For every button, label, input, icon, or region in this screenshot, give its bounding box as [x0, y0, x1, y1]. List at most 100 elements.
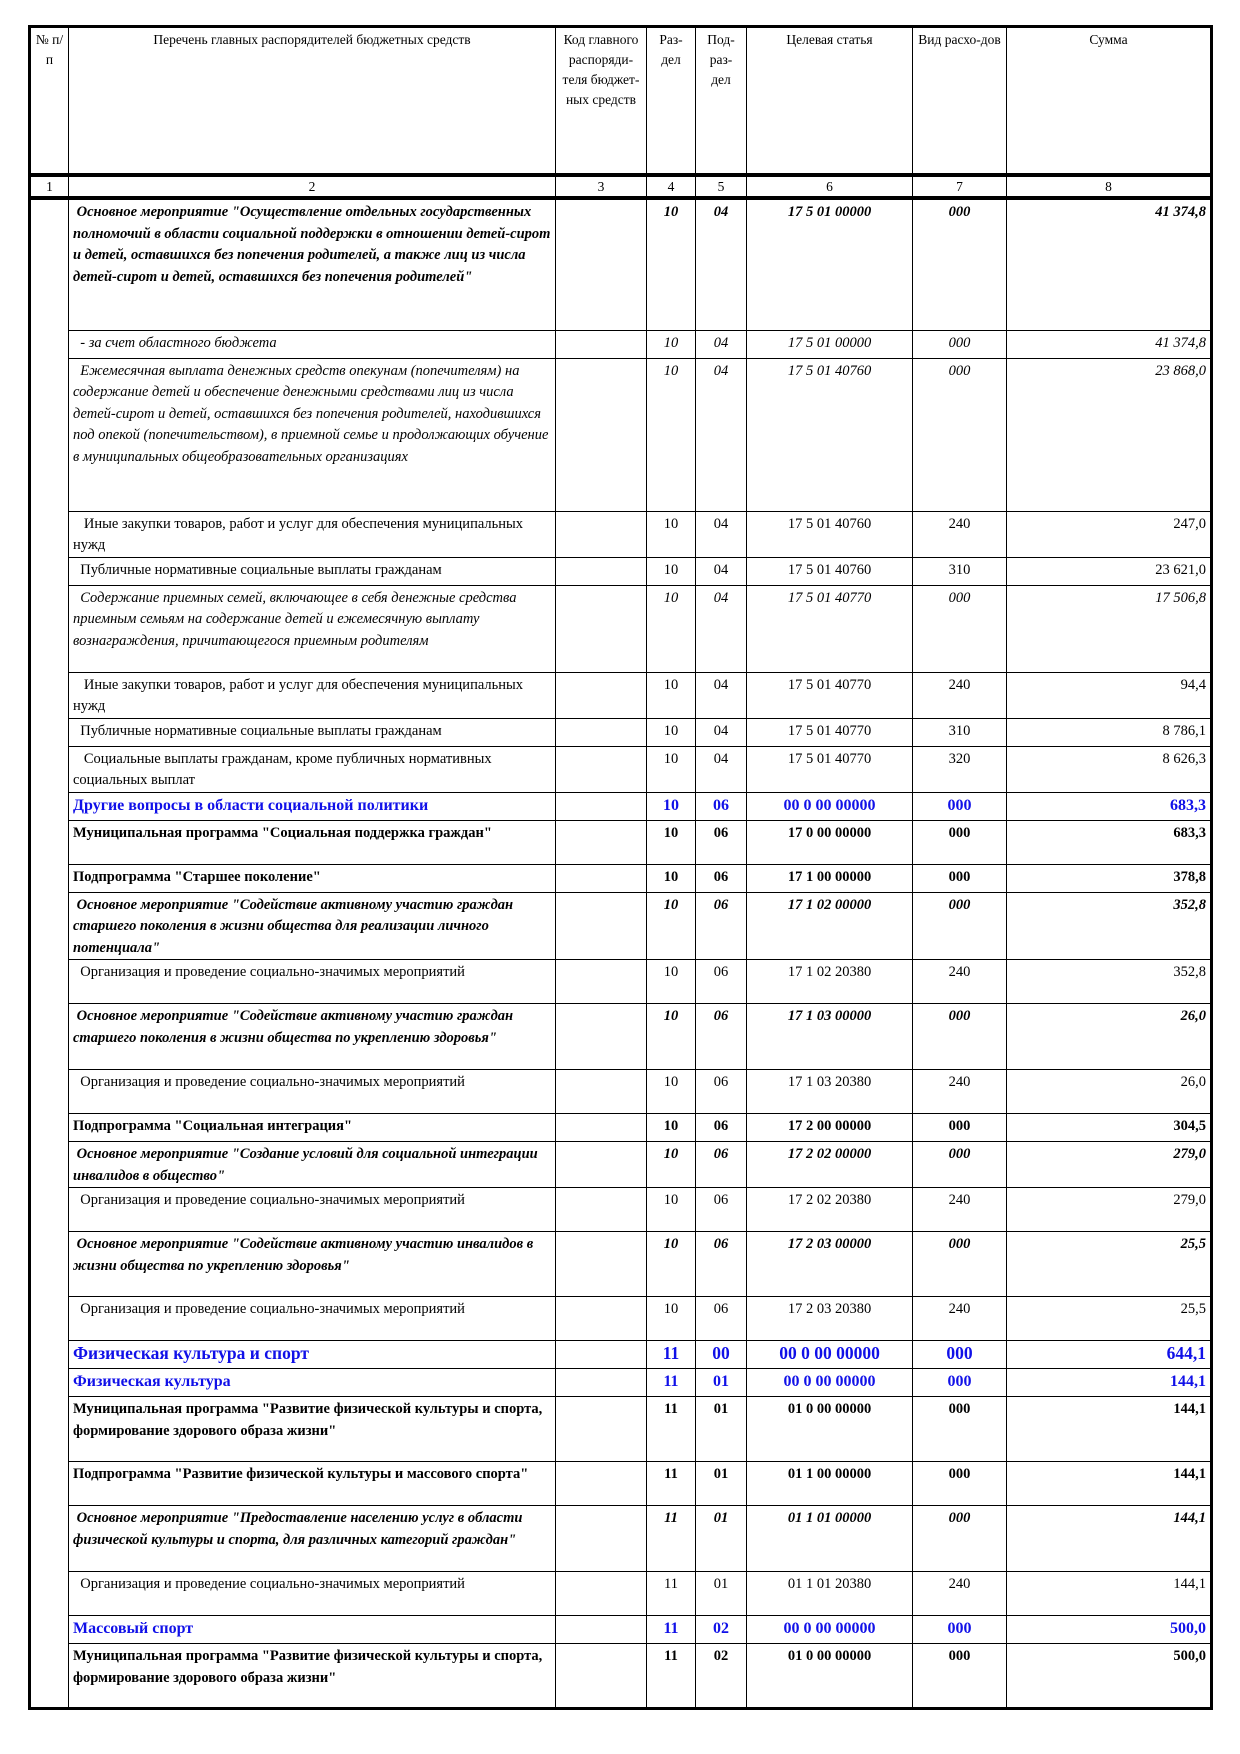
row-description: Массовый спорт: [68, 1615, 556, 1644]
row-description: Организация и проведение социально-значи…: [68, 1571, 556, 1616]
row-description: Организация и проведение социально-значи…: [68, 1296, 556, 1341]
section: 10: [646, 197, 696, 331]
sum: 144,1: [1006, 1505, 1212, 1572]
target-article: 01 0 00 00000: [746, 1396, 913, 1462]
subsection: 04: [695, 329, 747, 359]
section: 11: [646, 1571, 696, 1616]
row-description: Публичные нормативные социальные выплаты…: [68, 556, 556, 586]
sum: 144,1: [1006, 1396, 1212, 1462]
target-article: 00 0 00 00000: [746, 1340, 913, 1369]
subsection: 06: [695, 959, 747, 1004]
section: 11: [646, 1340, 696, 1369]
expense-type: 000: [912, 1141, 1007, 1188]
target-article: 17 2 02 20380: [746, 1187, 913, 1232]
section: 10: [646, 584, 696, 673]
expense-type: 000: [912, 1615, 1007, 1644]
manager-code: [555, 1296, 647, 1341]
manager-code: [555, 1113, 647, 1142]
subsection: 04: [695, 556, 747, 586]
row-description: Муниципальная программа "Развитие физиче…: [68, 1643, 556, 1709]
manager-code: [555, 959, 647, 1004]
target-article: 17 1 02 20380: [746, 959, 913, 1004]
manager-code: [555, 556, 647, 586]
target-article: 17 0 00 00000: [746, 819, 913, 865]
subsection: 06: [695, 1231, 747, 1297]
table-row: Содержание приемных семей, включающее в …: [30, 584, 1212, 673]
row-description: Организация и проведение социально-значи…: [68, 1069, 556, 1114]
manager-code: [555, 1141, 647, 1188]
manager-code: [555, 1615, 647, 1644]
section: 10: [646, 357, 696, 512]
table-row: - за счет областного бюджета 10 04 17 5 01 …: [30, 329, 1212, 359]
row-description: Социальные выплаты гражданам, кроме публ…: [68, 745, 556, 793]
expense-type: 000: [912, 357, 1007, 512]
manager-code: [555, 1340, 647, 1369]
table-row: Основное мероприятие "Содействие активно…: [30, 1003, 1212, 1070]
table-row: Основное мероприятие "Содействие активно…: [30, 1231, 1212, 1297]
table-row: Социальные выплаты гражданам, кроме публ…: [30, 745, 1212, 793]
target-article: 00 0 00 00000: [746, 1368, 913, 1397]
row-description: Организация и проведение социально-значи…: [68, 1187, 556, 1232]
manager-code: [555, 819, 647, 865]
section: 10: [646, 1141, 696, 1188]
column-number: 7: [912, 174, 1007, 200]
manager-code: [555, 1505, 647, 1572]
target-article: 17 5 01 00000: [746, 329, 913, 359]
manager-code: [555, 584, 647, 673]
row-description: Физическая культура: [68, 1368, 556, 1397]
header-description: Перечень главных распорядителей бюджетны…: [68, 26, 556, 177]
subsection: 06: [695, 863, 747, 893]
subsection: 06: [695, 791, 747, 821]
sum: 378,8: [1006, 863, 1212, 893]
row-description: Подпрограмма "Старшее поколение": [68, 863, 556, 893]
row-number-cell: [29, 197, 69, 1709]
table-row: Основное мероприятие "Создание условий д…: [30, 1141, 1212, 1188]
sum: 352,8: [1006, 891, 1212, 960]
subsection: 06: [695, 1296, 747, 1341]
table-row: Массовый спорт 11 02 00 0 00 00000 000 500,0: [30, 1615, 1212, 1644]
manager-code: [555, 1187, 647, 1232]
manager-code: [555, 717, 647, 747]
sum: 26,0: [1006, 1069, 1212, 1114]
section: 10: [646, 717, 696, 747]
expense-type: 240: [912, 1571, 1007, 1616]
row-description: Основное мероприятие "Создание условий д…: [68, 1141, 556, 1188]
target-article: 17 2 02 00000: [746, 1141, 913, 1188]
table-row: Организация и проведение социально-значи…: [30, 959, 1212, 1004]
section: 10: [646, 1187, 696, 1232]
subsection: 06: [695, 1003, 747, 1070]
header-sum: Сумма: [1006, 26, 1212, 177]
sum: 8 786,1: [1006, 717, 1212, 747]
target-article: 17 1 03 00000: [746, 1003, 913, 1070]
row-description: Основное мероприятие "Осуществление отде…: [68, 197, 556, 331]
subsection: 04: [695, 717, 747, 747]
manager-code: [555, 1643, 647, 1709]
table-row: Публичные нормативные социальные выплаты…: [30, 717, 1212, 747]
table-row: Иные закупки товаров, работ и услуг для …: [30, 510, 1212, 558]
section: 10: [646, 891, 696, 960]
target-article: 17 5 01 40760: [746, 510, 913, 558]
section: 10: [646, 791, 696, 821]
table-row: Подпрограмма "Развитие физической культу…: [30, 1461, 1212, 1506]
row-description: Иные закупки товаров, работ и услуг для …: [68, 510, 556, 558]
target-article: 17 5 01 40770: [746, 745, 913, 793]
expense-type: 310: [912, 556, 1007, 586]
row-description: Муниципальная программа "Развитие физиче…: [68, 1396, 556, 1462]
expense-type: 000: [912, 584, 1007, 673]
row-description: - за счет областного бюджета: [68, 329, 556, 359]
subsection: 04: [695, 745, 747, 793]
target-article: 17 5 01 00000: [746, 197, 913, 331]
column-number: 1: [29, 174, 69, 200]
section: 10: [646, 671, 696, 719]
sum: 247,0: [1006, 510, 1212, 558]
sum: 8 626,3: [1006, 745, 1212, 793]
expense-type: 240: [912, 1069, 1007, 1114]
section: 11: [646, 1505, 696, 1572]
column-number: 4: [646, 174, 696, 200]
subsection: 06: [695, 1113, 747, 1142]
row-description: Подпрограмма "Социальная интеграция": [68, 1113, 556, 1142]
expense-type: 000: [912, 1231, 1007, 1297]
target-article: 17 2 03 20380: [746, 1296, 913, 1341]
sum: 25,5: [1006, 1296, 1212, 1341]
target-article: 17 2 00 00000: [746, 1113, 913, 1142]
